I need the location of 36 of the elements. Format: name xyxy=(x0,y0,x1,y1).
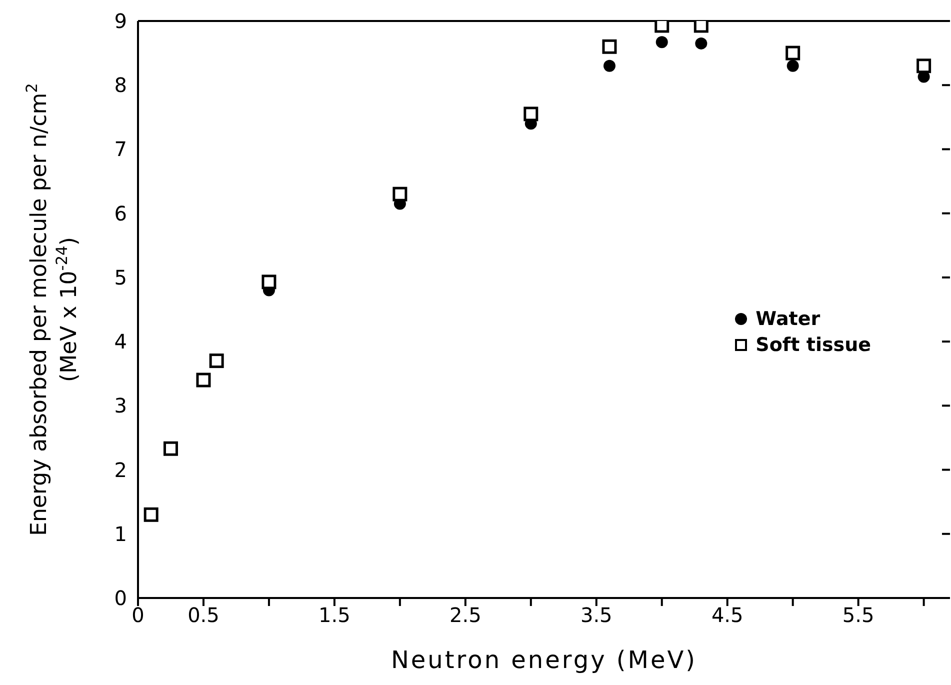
x-tick-label: 4.5 xyxy=(711,603,744,628)
y-tick-label: 9 xyxy=(114,9,127,33)
point xyxy=(916,58,932,74)
y-tick-label: 6 xyxy=(114,201,127,226)
point xyxy=(196,372,211,388)
y-tick-label: 0 xyxy=(114,586,127,610)
x-tick-label: 5.5 xyxy=(842,603,874,628)
x-axis-title: Neutron energy (MeV) xyxy=(390,646,698,674)
point xyxy=(695,37,708,50)
point xyxy=(392,186,408,202)
x-tick-label: 1.5 xyxy=(318,603,350,628)
x-tick-label: 3.5 xyxy=(580,603,612,628)
y-tick-label: 5 xyxy=(114,265,127,290)
point xyxy=(603,60,616,72)
point xyxy=(209,354,224,368)
x-tick-label: 0 xyxy=(132,603,144,628)
point xyxy=(163,441,178,456)
point xyxy=(786,60,799,72)
y-tick-label: 1 xyxy=(114,522,127,546)
point xyxy=(694,21,708,33)
point xyxy=(144,507,158,522)
point xyxy=(602,39,617,54)
y-tick-label: 2 xyxy=(114,458,127,482)
legend-label: Soft tissue xyxy=(756,334,871,356)
y-tick-label: 7 xyxy=(114,137,127,162)
point xyxy=(262,274,276,290)
x-tick-label: 0.5 xyxy=(188,603,220,628)
y-tick-label: 3 xyxy=(114,394,127,418)
point xyxy=(524,106,538,122)
point xyxy=(654,21,670,33)
y-tick-label: 4 xyxy=(114,330,127,354)
legend-label: Water xyxy=(756,308,820,330)
x-tick-label: 2.5 xyxy=(450,603,482,628)
point xyxy=(786,46,800,60)
y-tick-label: 8 xyxy=(114,73,127,98)
point xyxy=(656,36,668,48)
